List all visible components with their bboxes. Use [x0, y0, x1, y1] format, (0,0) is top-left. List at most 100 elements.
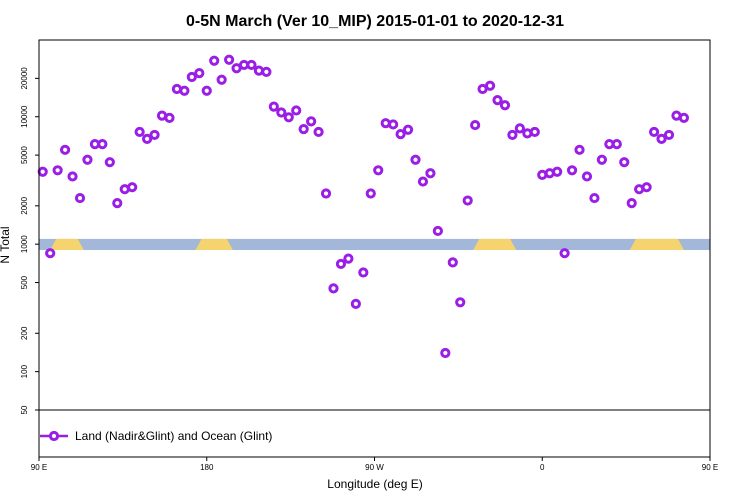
y-tick-label: 5000	[20, 146, 29, 164]
data-point	[492, 95, 503, 106]
legend-point-marker	[48, 430, 60, 442]
y-tick-label: 200	[20, 326, 29, 340]
data-point	[343, 253, 354, 264]
data-point	[447, 257, 458, 268]
data-point	[402, 124, 414, 135]
data-point	[432, 225, 443, 237]
data-point	[484, 80, 496, 91]
data-point	[455, 297, 466, 308]
data-point	[425, 168, 436, 179]
data-point	[52, 165, 63, 176]
x-tick-label: 90 W	[365, 463, 384, 472]
data-point	[261, 66, 272, 77]
data-point	[179, 85, 190, 96]
data-point	[611, 138, 622, 150]
surface-band	[39, 238, 710, 251]
data-point	[365, 188, 376, 199]
legend: Land (Nadir&Glint) and Ocean (Glint)	[40, 429, 272, 443]
y-tick-label: 100	[20, 364, 29, 378]
data-point	[112, 198, 123, 209]
data-point	[648, 126, 660, 138]
data-point	[395, 129, 406, 140]
data-point	[462, 195, 473, 206]
data-point	[97, 138, 108, 150]
data-point	[641, 182, 652, 193]
data-point	[149, 129, 160, 141]
data-point	[59, 144, 71, 155]
data-point	[596, 154, 607, 165]
data-point	[619, 157, 630, 168]
data-point	[417, 176, 429, 187]
data-point	[67, 171, 78, 182]
x-tick-label: 0	[540, 463, 545, 472]
data-point	[514, 123, 525, 134]
y-tick-label: 500	[20, 275, 29, 289]
data-point	[552, 166, 563, 177]
data-point	[373, 165, 384, 176]
data-point	[656, 133, 667, 144]
data-point	[440, 347, 451, 359]
data-point	[201, 85, 212, 96]
data-point	[626, 198, 637, 209]
data-point	[328, 283, 339, 294]
legend-label: Land (Nadir&Glint) and Ocean (Glint)	[75, 429, 272, 443]
data-point	[142, 133, 153, 144]
data-point	[388, 119, 399, 130]
data-point	[410, 154, 421, 165]
x-tick-label: 180	[200, 463, 214, 472]
data-point	[82, 154, 93, 165]
data-point	[306, 116, 317, 127]
chart-title: 0-5N March (Ver 10_MIP) 2015-01-01 to 20…	[186, 13, 564, 30]
data-point	[134, 126, 145, 138]
land-band	[473, 238, 517, 251]
land-band	[50, 238, 84, 251]
data-point	[246, 59, 257, 71]
data-point	[276, 107, 287, 118]
land-band	[629, 238, 684, 251]
y-axis-label: N Total	[0, 226, 12, 263]
data-point	[216, 74, 227, 85]
data-point	[335, 258, 347, 270]
data-point	[127, 182, 138, 193]
data-point	[194, 67, 205, 79]
data-point	[529, 126, 540, 138]
data-point	[470, 119, 481, 131]
axes: 90 E 180 90 W 0 90 E 50 100 200 500 1000 2000 5000 1…	[20, 67, 718, 472]
data-point	[358, 267, 369, 278]
x-axis-label: Longitude (deg E)	[327, 477, 422, 491]
data-point	[589, 192, 600, 204]
data-point	[298, 123, 309, 135]
data-point	[37, 166, 48, 177]
data-point	[499, 100, 511, 111]
data-point	[663, 129, 675, 141]
data-point	[581, 171, 593, 182]
data-point	[291, 105, 302, 116]
data-point	[566, 165, 578, 176]
data-point	[164, 112, 175, 123]
y-tick-label: 50	[20, 405, 29, 414]
data-point	[45, 248, 56, 259]
data-point	[559, 248, 570, 259]
data-point	[283, 112, 294, 123]
data-point	[574, 144, 585, 155]
x-tick-label: 90 E	[31, 463, 47, 472]
y-tick-label: 10000	[20, 105, 29, 128]
data-point	[507, 129, 518, 141]
data-point	[104, 157, 115, 168]
data-point	[186, 71, 197, 83]
data-point	[313, 126, 324, 138]
data-point	[74, 192, 86, 204]
land-band	[195, 238, 233, 251]
data-point	[678, 112, 690, 123]
data-points	[37, 54, 690, 359]
data-point	[231, 63, 242, 74]
ocean-band	[39, 238, 710, 251]
data-point	[350, 298, 361, 309]
data-point	[209, 55, 220, 66]
x-tick-label: 90 E	[702, 463, 718, 472]
data-point	[320, 188, 332, 199]
y-tick-label: 20000	[20, 67, 29, 90]
data-point	[268, 101, 279, 112]
y-tick-label: 2000	[20, 196, 29, 214]
